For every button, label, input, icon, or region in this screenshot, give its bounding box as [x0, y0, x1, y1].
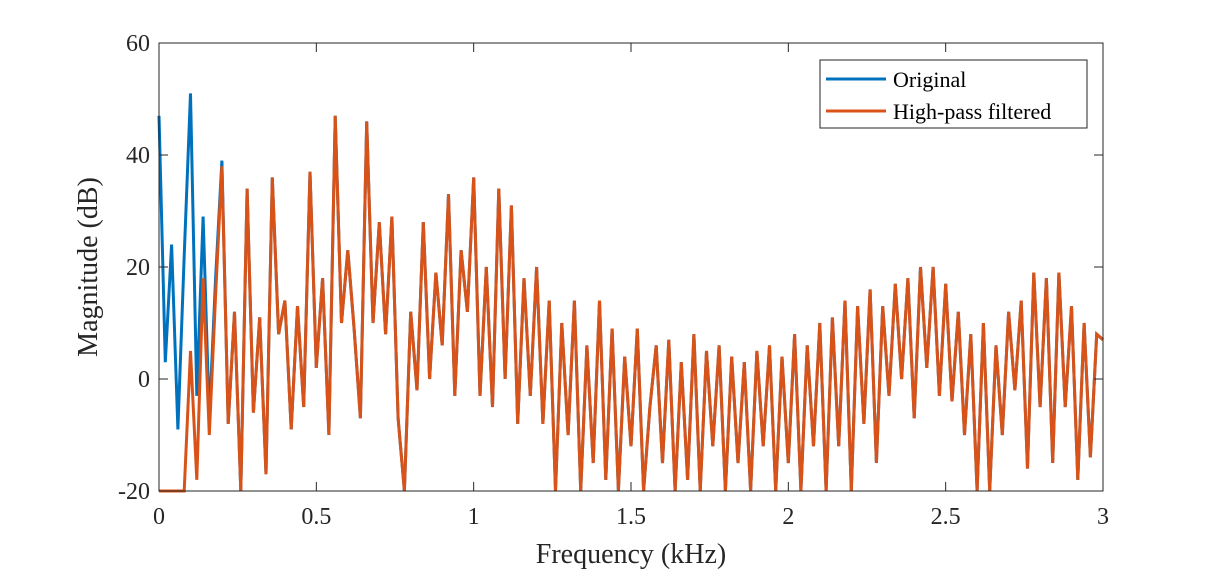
y-tick-label: 0 — [138, 367, 150, 393]
x-tick-label: 0 — [153, 504, 165, 530]
x-tick-label: 2 — [782, 504, 794, 530]
x-tick-label: 0.5 — [301, 504, 331, 530]
y-tick-label: 60 — [126, 31, 150, 57]
x-axis-label: Frequency (kHz) — [536, 539, 726, 570]
x-tick-label: 3 — [1097, 504, 1109, 530]
x-tick-label: 1.5 — [616, 504, 646, 530]
y-tick-label: 40 — [126, 143, 150, 169]
y-tick-label: -20 — [118, 479, 150, 505]
series-line-high-pass-filtered — [159, 115, 1104, 493]
legend-label-original: Original — [893, 67, 966, 92]
series-layer — [157, 93, 1104, 493]
y-tick-label: 20 — [126, 255, 150, 281]
legend: Original High-pass filtered — [819, 59, 1088, 129]
legend-box — [819, 59, 1088, 129]
y-axis-label: Magnitude (dB) — [73, 177, 104, 357]
x-tick-label: 2.5 — [931, 504, 961, 530]
legend-label-high-pass-filtered: High-pass filtered — [893, 99, 1051, 124]
x-tick-label: 1 — [468, 504, 480, 530]
